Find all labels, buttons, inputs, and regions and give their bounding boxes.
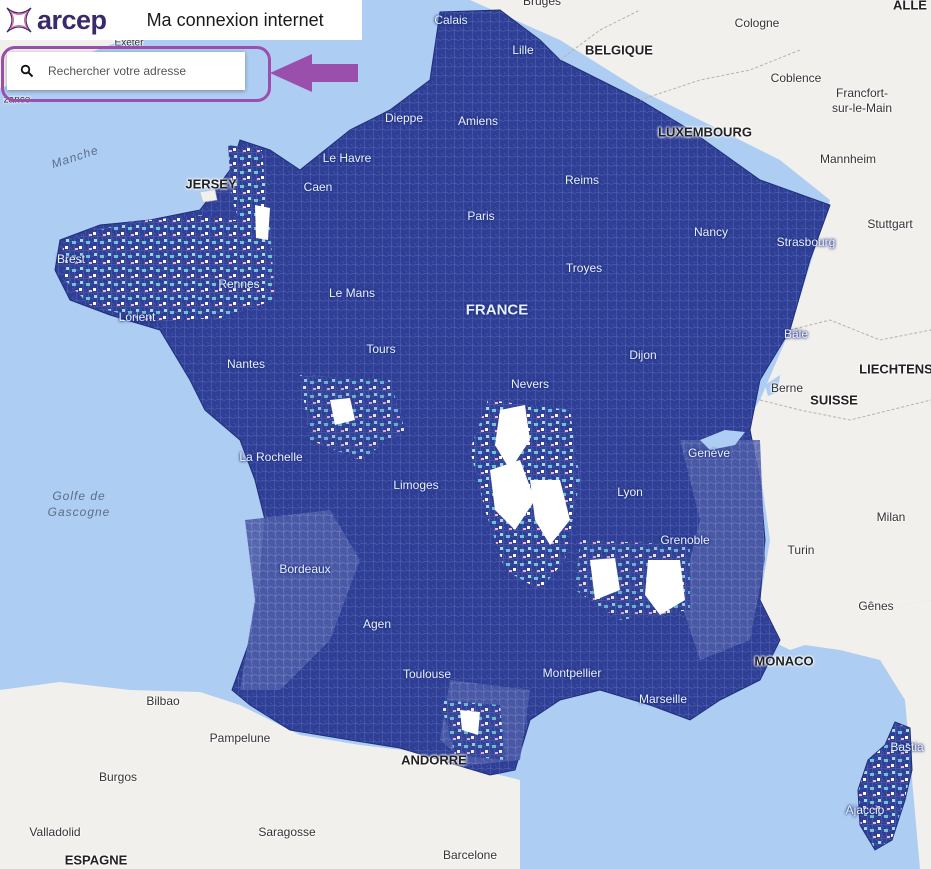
city-label-marseille: Marseille [638,692,688,706]
city-label-coblence: Coblence [770,71,822,85]
city-label-lyon: Lyon [617,485,643,499]
city-label-dieppe: Dieppe [384,111,424,125]
city-label-bordeaux: Bordeaux [279,562,331,576]
country-label-luxembourg: LUXEMBOURG [658,124,752,140]
city-label-frankfurt: Francfort- [835,86,889,100]
search-icon [20,64,34,78]
city-label-genes: Gênes [858,599,894,613]
city-label-cologne: Cologne [734,16,780,30]
city-label-la-rochelle: La Rochelle [239,450,303,464]
city-label-mannheim: Mannheim [819,152,877,166]
city-label-saragosse: Saragosse [258,825,316,839]
city-label-caen: Caen [303,180,333,194]
sea-label-golfe: Golfe de [52,489,106,503]
coverage-aquitaine [240,510,360,690]
city-label-bilbao: Bilbao [146,694,180,708]
country-label-espagne: ESPAGNE [64,852,128,868]
city-label-tours: Tours [366,342,396,356]
page-title: Ma connexion internet [146,9,324,30]
city-label-rennes: Rennes [218,277,260,291]
arcep-logo[interactable]: arcep [4,5,107,36]
city-label-dijon: Dijon [629,348,657,362]
country-label-allemagne: ALLE [893,0,927,13]
land-spain [0,682,520,869]
city-label-milan: Milan [876,510,906,524]
city-label-stuttgart: Stuttgart [867,217,913,231]
coverage-brittany [62,215,275,322]
city-label-le-havre: Le Havre [322,151,372,165]
city-label-agen: Agen [362,617,392,631]
city-label-montpellier: Montpellier [542,666,602,680]
city-label-lille: Lille [512,43,534,57]
land-east [470,0,931,650]
city-label-reims: Reims [564,173,600,187]
search-input[interactable] [46,63,230,79]
city-label-bruges: Bruges [522,0,562,8]
city-label-brest: Brest [56,252,86,266]
city-label-geneve: Genève [687,446,731,460]
city-label-nevers: Nevers [510,377,550,391]
city-label-paris: Paris [467,209,495,223]
city-label-burgos: Burgos [98,770,138,784]
country-label-jersey: JERSEY [185,176,237,192]
city-label-limoges: Limoges [393,478,439,492]
city-label-bastia: Bastia [890,740,924,754]
city-label-calais: Calais [434,13,468,27]
lake-neuchatel [765,375,780,396]
land-italy [770,600,931,869]
city-label-lorient: Lorient [118,310,156,324]
city-label-exeter: Exeter [114,37,144,49]
country-label-france: FRANCE [465,301,529,319]
city-label-valladolid: Valladolid [29,825,81,839]
country-label-liechtenstein: LIECHTENS [859,361,931,377]
app-header: arcep Ma connexion internet [0,0,362,40]
corsica-coverage [857,721,913,851]
city-label-pampelune: Pampelune [209,731,271,745]
logo-text: arcep [37,4,107,35]
country-borders [559,9,931,421]
search-highlight-frame [1,46,271,102]
city-label-amiens: Amiens [457,114,499,128]
arrow-left-icon [270,54,358,92]
country-label-andorre: ANDORRE [401,752,467,768]
city-label-troyes: Troyes [565,261,603,275]
search-bar[interactable] [7,52,245,90]
city-label-grenoble: Grenoble [660,533,710,547]
city-label-barcelone: Barcelone [442,848,498,862]
no-coverage-patches [255,205,685,735]
arcep-mark-icon [6,7,32,33]
city-label-toulouse: Toulouse [402,667,452,681]
jersey-island [199,189,218,203]
lake-geneva [700,430,745,450]
city-label-turin: Turin [787,543,815,557]
city-label-le-mans: Le Mans [328,286,376,300]
sea-label-gascogne: Gascogne [47,505,111,519]
city-label-ajaccio: Ajaccio [845,803,885,817]
country-label-belgique: BELGIQUE [585,42,653,58]
country-label-suisse: SUISSE [810,392,858,408]
coverage-alps [680,440,765,660]
country-label-monaco: MONACO [754,653,814,669]
city-label-berne: Berne [770,381,804,395]
city-label-frankfurt-2: sur-le-Main [831,101,893,115]
city-label-bale: Bâle [783,327,809,341]
city-label-strasbourg: Strasbourg [776,235,836,249]
city-label-nantes: Nantes [226,357,266,371]
city-label-nancy: Nancy [693,225,729,239]
